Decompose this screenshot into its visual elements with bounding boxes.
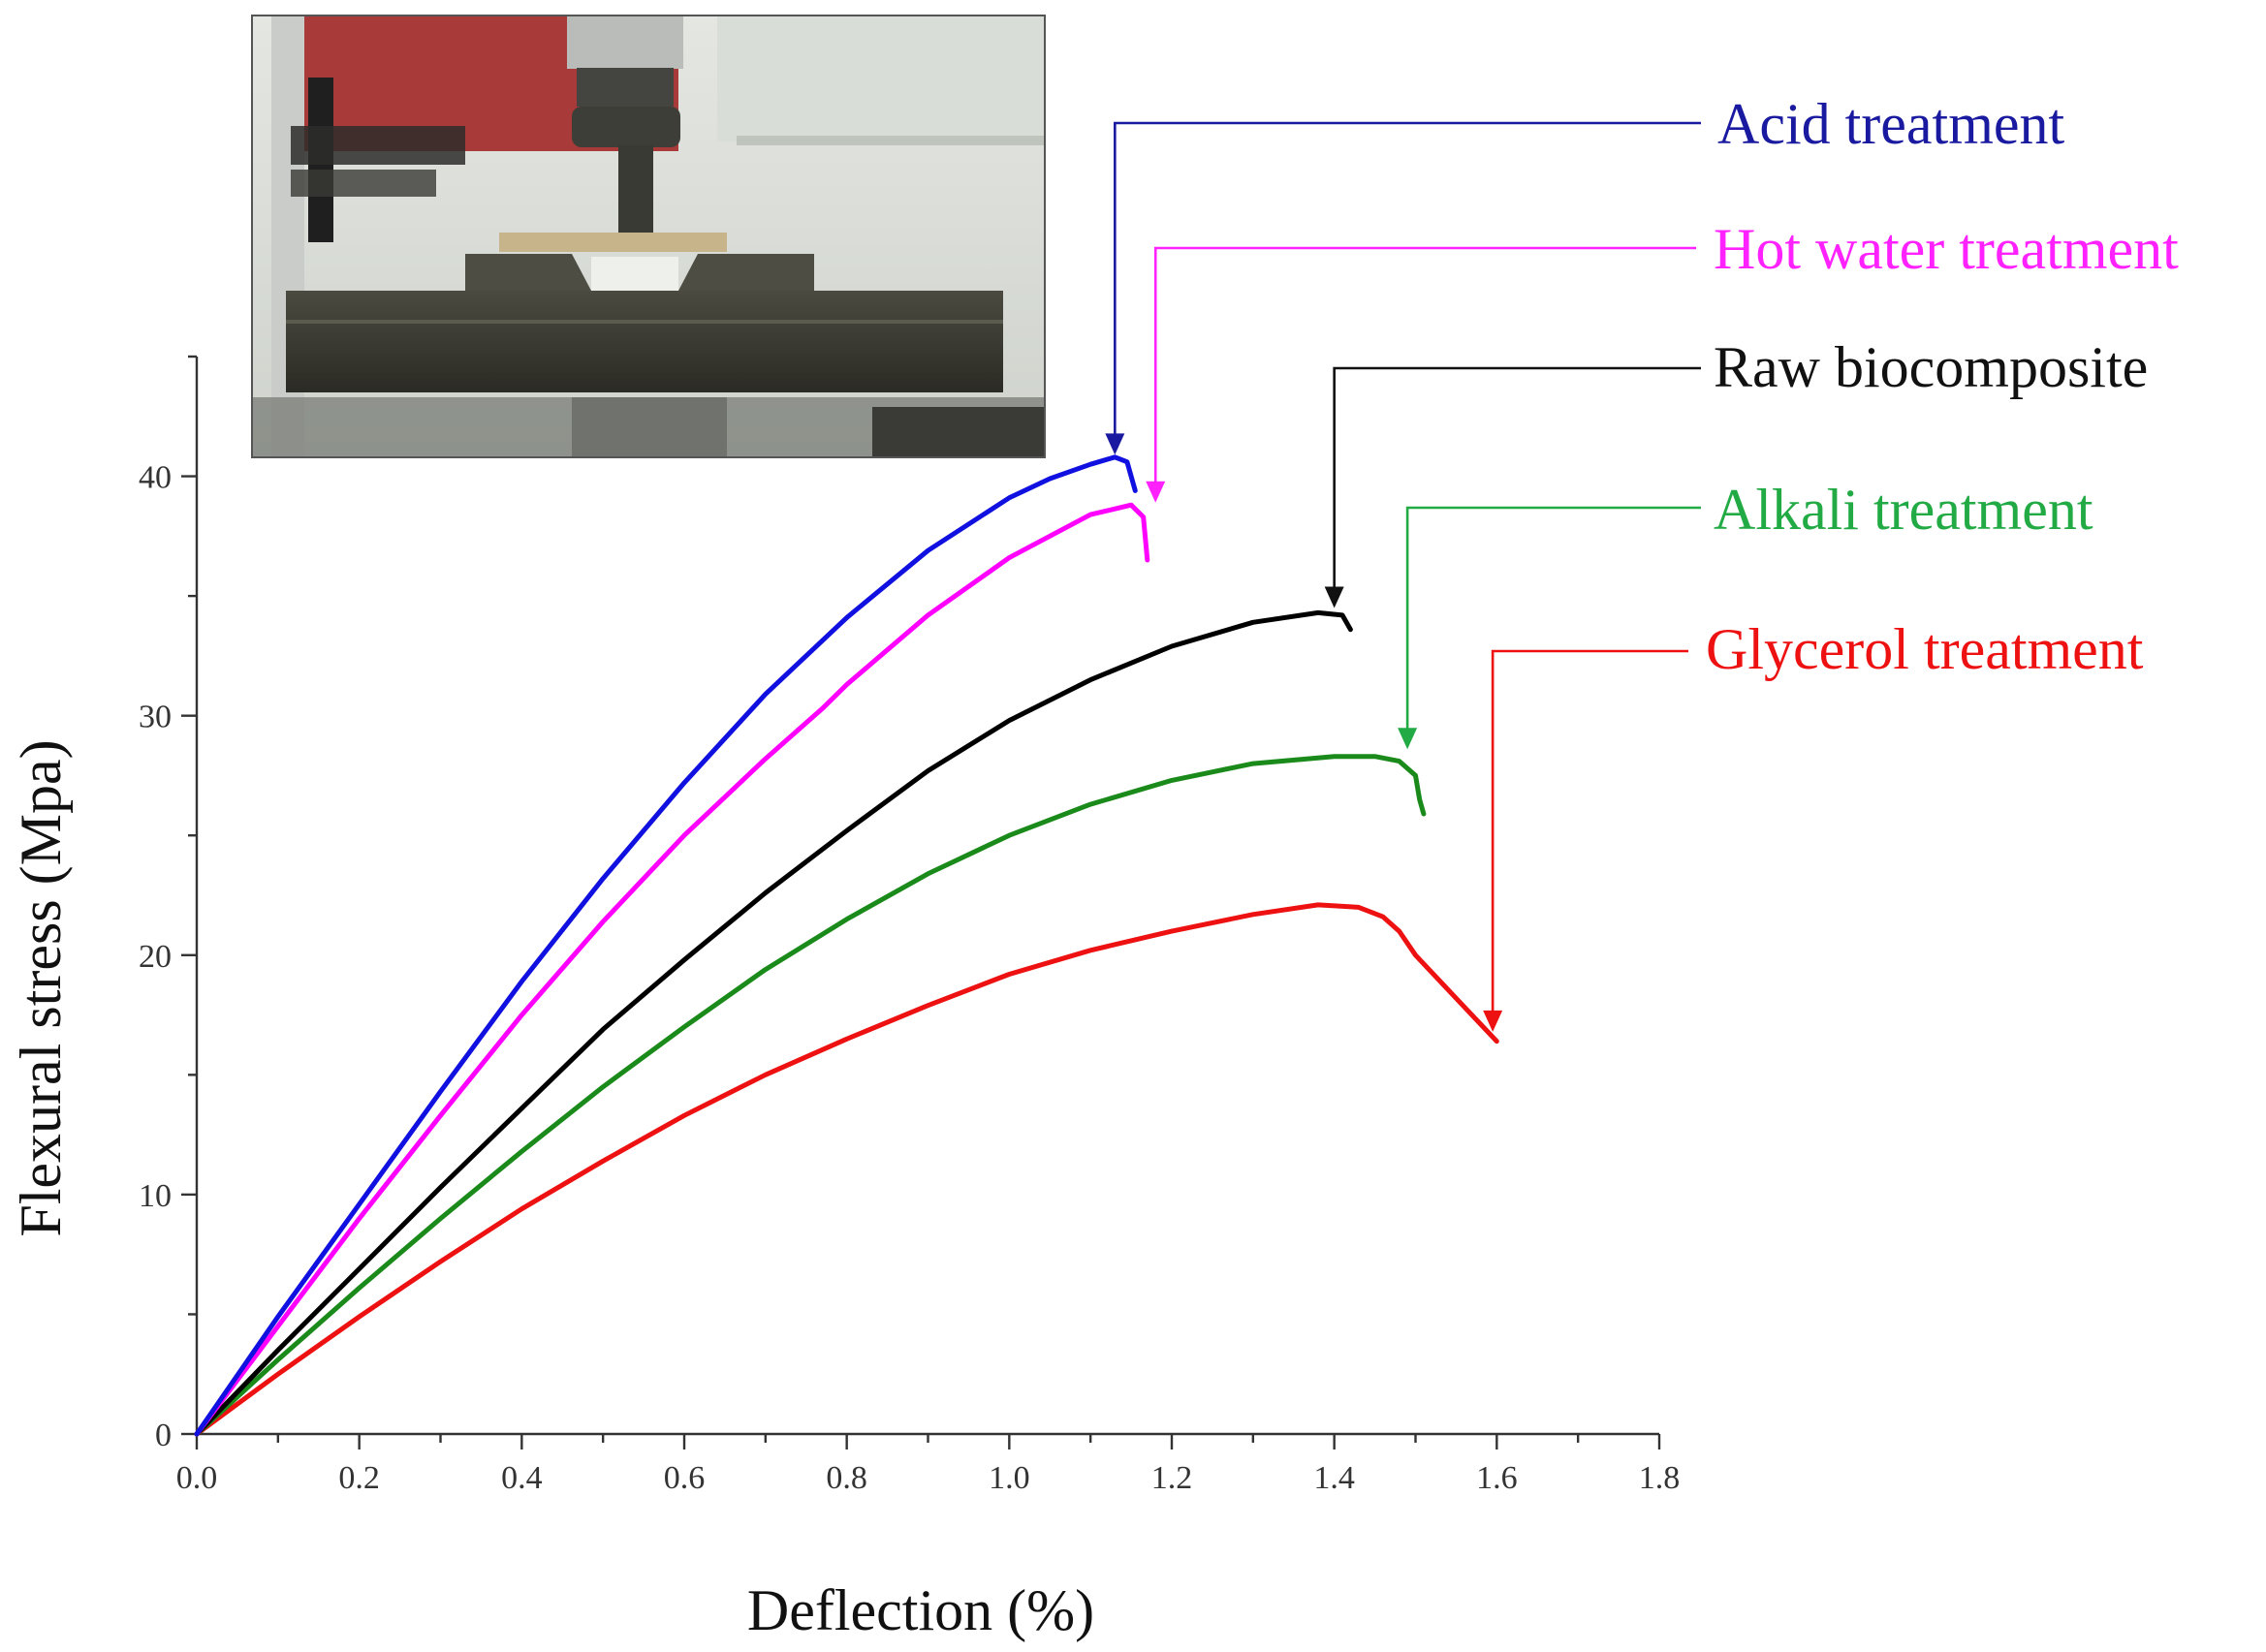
label-hot-water-treatment: Hot water treatment [1714, 217, 2179, 281]
x-tick-label: 0.0 [176, 1460, 218, 1496]
x-tick-label: 0.6 [664, 1460, 706, 1496]
x-tick-label: 1.6 [1476, 1460, 1518, 1496]
x-tick-label: 0.2 [338, 1460, 380, 1496]
series-line-alkali-treatment [194, 754, 1427, 1437]
leader-line [1491, 649, 1688, 1014]
x-tick-label: 0.8 [826, 1460, 867, 1496]
leader-line [1405, 506, 1701, 732]
y-tick-label: 0 [155, 1418, 172, 1453]
leader-arrowhead [1398, 728, 1418, 750]
label-acid-treatment: Acid treatment [1717, 92, 2065, 156]
y-tick-label: 40 [139, 460, 172, 496]
x-tick-label: 0.4 [501, 1460, 543, 1496]
leader-layer [1105, 121, 1701, 1032]
series-labels: Acid treatment Hot water treatment Raw b… [1706, 92, 2179, 681]
leader-arrowhead [1105, 433, 1125, 455]
series-line-acid-treatment [194, 454, 1138, 1437]
y-tick-label: 30 [139, 700, 172, 735]
series-layer [194, 454, 1499, 1437]
series-line-glycerol-treatment [194, 902, 1499, 1437]
series-line-raw-biocomposite [194, 609, 1353, 1437]
x-tick-label: 1.2 [1151, 1460, 1193, 1496]
leader-arrowhead [1483, 1010, 1503, 1032]
y-tick-label: 10 [139, 1178, 172, 1214]
x-tick-label: 1.4 [1313, 1460, 1355, 1496]
test-fixture-photo [251, 15, 1046, 458]
label-raw-biocomposite: Raw biocomposite [1714, 335, 2148, 399]
x-tick-label: 1.8 [1639, 1460, 1681, 1496]
x-axis-title: Deflection (%) [747, 1578, 1094, 1642]
leader-line [1333, 366, 1701, 591]
y-tick-label: 20 [139, 939, 172, 975]
leader-line [1153, 246, 1696, 485]
label-glycerol-treatment: Glycerol treatment [1706, 617, 2144, 681]
y-axis-ticks: 0 10 20 30 40 [139, 355, 197, 1453]
y-axis-title: Flexural stress (Mpa) [9, 739, 73, 1236]
leader-line [1114, 121, 1701, 438]
series-line-hot-water-treatment [194, 502, 1150, 1437]
x-tick-label: 1.0 [989, 1460, 1030, 1496]
x-axis-ticks: 0.0 0.2 0.4 0.6 0.8 1.0 1.2 1.4 1.6 1.8 [176, 1434, 1681, 1496]
leader-arrowhead [1324, 586, 1344, 608]
label-alkali-treatment: Alkali treatment [1714, 478, 2093, 542]
axes: 0.0 0.2 0.4 0.6 0.8 1.0 1.2 1.4 1.6 1.8 0 10 20 30 40 [139, 355, 1681, 1496]
leader-arrowhead [1146, 481, 1166, 503]
